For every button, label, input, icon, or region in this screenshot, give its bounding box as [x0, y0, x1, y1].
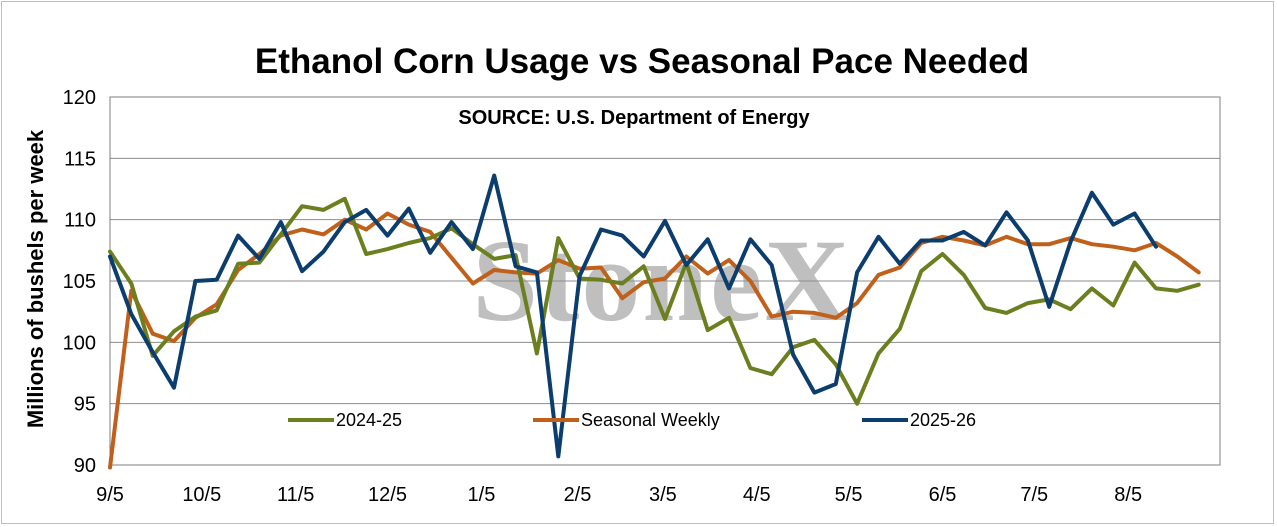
y-tick-label: 115 — [64, 148, 96, 170]
series-line-1 — [108, 211, 1201, 470]
y-tick-label: 110 — [64, 210, 96, 232]
chart-title: Ethanol Corn Usage vs Seasonal Pace Need… — [255, 42, 1029, 81]
x-tick-label: 10/5 — [182, 484, 221, 506]
y-axis-label: Millions of bushels per week — [23, 129, 48, 428]
legend-label-0: 2024-25 — [336, 410, 402, 430]
series-lines — [108, 173, 1201, 470]
series-line-2 — [108, 173, 1158, 459]
y-tick-label: 120 — [63, 87, 96, 109]
legend: 2024-25 Seasonal Weekly 2025-26 — [288, 410, 976, 430]
y-tick-label: 100 — [63, 332, 96, 354]
x-tick-label: 9/5 — [96, 484, 124, 506]
x-axis-ticks: 9/5 10/5 11/5 12/5 1/5 2/5 3/5 4/5 5/5 6/5 7/5 8/5 — [96, 484, 1142, 506]
legend-label-1: Seasonal Weekly — [581, 410, 720, 430]
x-tick-label: 8/5 — [1114, 484, 1142, 506]
grid-lines — [110, 157, 1220, 405]
series-line-0 — [108, 196, 1201, 406]
x-tick-label: 4/5 — [743, 484, 771, 506]
x-tick-label: 5/5 — [835, 484, 863, 506]
y-tick-label: 105 — [63, 271, 96, 293]
y-tick-label: 95 — [74, 394, 96, 416]
x-tick-label: 11/5 — [277, 484, 314, 506]
legend-label-2: 2025-26 — [910, 410, 976, 430]
plot-area-border — [109, 96, 1221, 466]
y-tick-label: 90 — [74, 455, 96, 477]
x-tick-label: 1/5 — [468, 484, 496, 506]
y-axis-ticks: 90 95 100 105 110 115 120 — [63, 87, 96, 477]
source-note: SOURCE: U.S. Department of Energy — [458, 107, 810, 129]
x-tick-label: 6/5 — [929, 484, 957, 506]
x-tick-label: 7/5 — [1020, 484, 1048, 506]
x-tick-label: 12/5 — [368, 484, 407, 506]
x-tick-label: 2/5 — [564, 484, 592, 506]
x-tick-label: 3/5 — [649, 484, 677, 506]
